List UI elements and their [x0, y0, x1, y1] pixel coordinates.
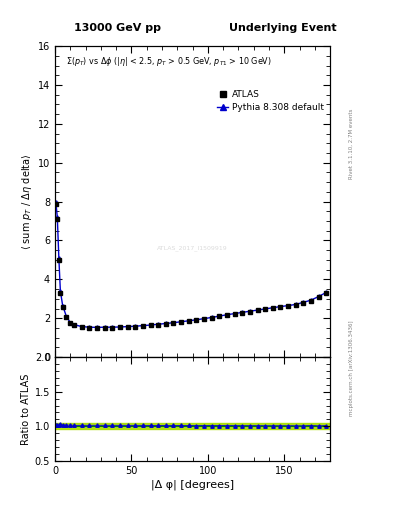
- Text: mcplots.cern.ch [arXiv:1306.3436]: mcplots.cern.ch [arXiv:1306.3436]: [349, 321, 354, 416]
- Y-axis label: Ratio to ATLAS: Ratio to ATLAS: [20, 373, 31, 444]
- Legend: ATLAS, Pythia 8.308 default: ATLAS, Pythia 8.308 default: [215, 88, 326, 114]
- Text: Rivet 3.1.10, 2.7M events: Rivet 3.1.10, 2.7M events: [349, 108, 354, 179]
- X-axis label: |Δ φ| [degrees]: |Δ φ| [degrees]: [151, 480, 234, 490]
- Text: Underlying Event: Underlying Event: [229, 23, 337, 33]
- Y-axis label: $\langle$ sum $p_T$ / $\Delta\eta$ delta$\rangle$: $\langle$ sum $p_T$ / $\Delta\eta$ delta…: [20, 154, 34, 250]
- Text: 13000 GeV pp: 13000 GeV pp: [74, 23, 162, 33]
- Text: $\Sigma(p_T)$ vs $\Delta\phi$ ($|\eta|$ < 2.5, $p_T$ > 0.5 GeV, $p_{T1}$ > 10 Ge: $\Sigma(p_T)$ vs $\Delta\phi$ ($|\eta|$ …: [66, 55, 272, 69]
- Text: ATLAS_2017_I1509919: ATLAS_2017_I1509919: [157, 245, 228, 251]
